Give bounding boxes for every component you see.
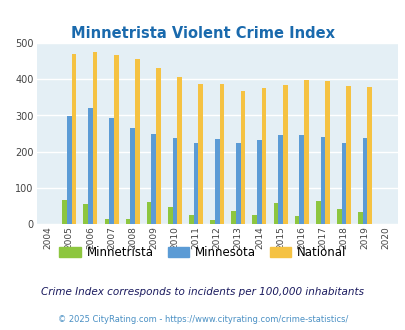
Bar bbox=[298, 135, 303, 224]
Bar bbox=[83, 204, 88, 224]
Bar bbox=[67, 116, 71, 224]
Legend: Minnetrista, Minnesota, National: Minnetrista, Minnesota, National bbox=[59, 246, 346, 259]
Bar bbox=[113, 55, 118, 224]
Bar bbox=[126, 219, 130, 224]
Bar bbox=[357, 213, 362, 224]
Bar bbox=[341, 143, 345, 224]
Bar bbox=[367, 87, 371, 224]
Text: © 2025 CityRating.com - https://www.cityrating.com/crime-statistics/: © 2025 CityRating.com - https://www.city… bbox=[58, 315, 347, 324]
Bar bbox=[156, 68, 160, 224]
Bar bbox=[303, 80, 308, 224]
Bar bbox=[261, 88, 266, 224]
Bar bbox=[147, 202, 151, 224]
Bar bbox=[109, 118, 113, 224]
Bar bbox=[104, 219, 109, 224]
Bar bbox=[345, 86, 350, 224]
Bar bbox=[189, 214, 193, 224]
Bar bbox=[277, 135, 282, 224]
Bar bbox=[336, 209, 341, 224]
Bar bbox=[71, 54, 76, 224]
Bar bbox=[219, 84, 224, 224]
Bar bbox=[252, 214, 256, 224]
Bar bbox=[193, 143, 198, 224]
Bar bbox=[235, 143, 240, 224]
Text: Crime Index corresponds to incidents per 100,000 inhabitants: Crime Index corresponds to incidents per… bbox=[41, 287, 364, 297]
Bar bbox=[273, 203, 277, 224]
Bar bbox=[231, 211, 235, 224]
Bar bbox=[198, 84, 202, 224]
Bar bbox=[315, 201, 320, 224]
Bar bbox=[151, 134, 156, 224]
Bar bbox=[324, 82, 329, 224]
Bar bbox=[92, 52, 97, 224]
Bar bbox=[362, 138, 367, 224]
Bar bbox=[130, 128, 135, 224]
Bar bbox=[88, 108, 92, 224]
Text: Minnetrista Violent Crime Index: Minnetrista Violent Crime Index bbox=[71, 25, 334, 41]
Bar bbox=[210, 220, 214, 224]
Bar bbox=[135, 59, 139, 224]
Bar bbox=[172, 138, 177, 224]
Bar bbox=[177, 77, 181, 224]
Bar bbox=[62, 200, 67, 224]
Bar bbox=[294, 216, 298, 224]
Bar bbox=[168, 207, 172, 224]
Bar bbox=[240, 91, 245, 224]
Bar bbox=[282, 85, 287, 224]
Bar bbox=[320, 137, 324, 224]
Bar bbox=[256, 140, 261, 224]
Bar bbox=[214, 140, 219, 224]
